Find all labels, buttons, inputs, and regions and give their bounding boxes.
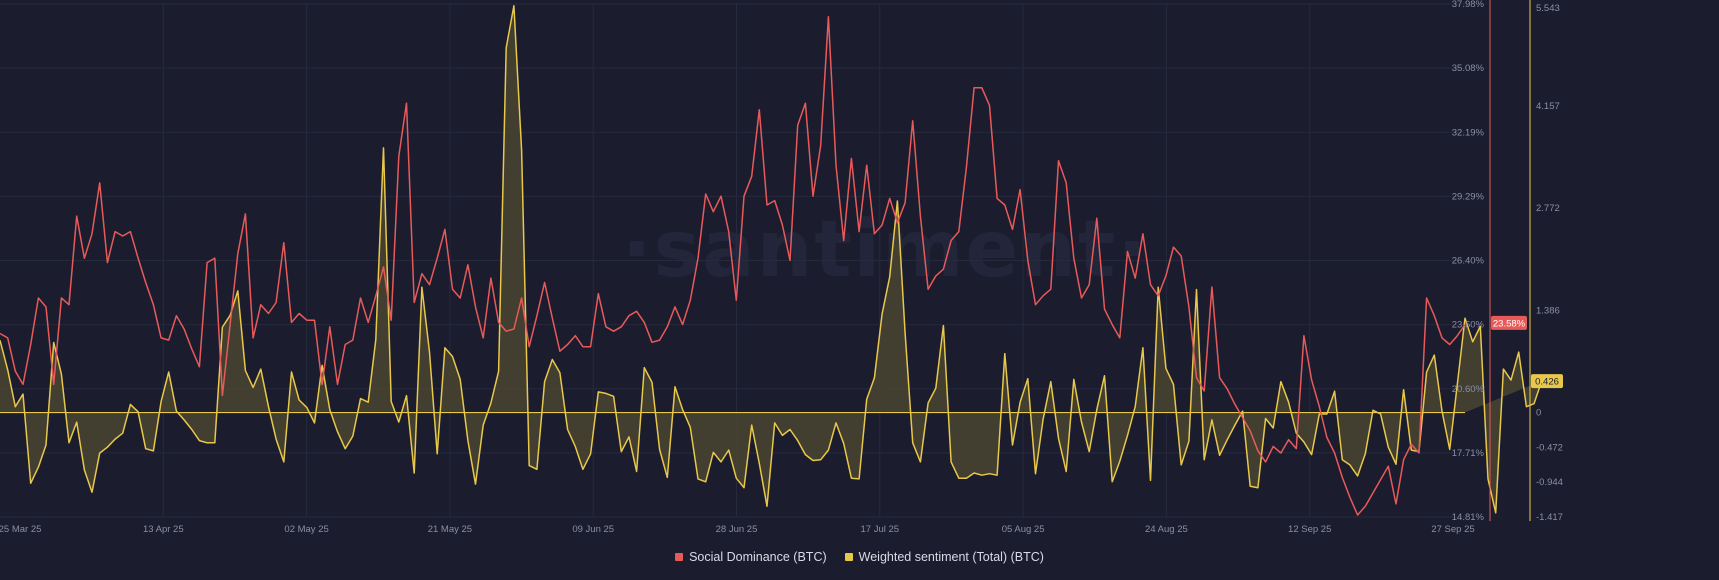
legend-item-social-dominance[interactable]: Social Dominance (BTC): [675, 550, 827, 564]
sentiment-area-layer: [0, 5, 1542, 513]
social-dominance-current-value: 23.58%: [1493, 318, 1526, 329]
right-axis-tick-label: -1.417: [1536, 512, 1563, 523]
social-dominance-swatch: [675, 553, 684, 561]
x-axis-tick-label: 25 Mar 25: [0, 524, 41, 535]
legend-item-weighted-sentiment[interactable]: Weighted sentiment (Total) (BTC): [844, 550, 1044, 564]
left-axis-tick-label: 14.81%: [1452, 512, 1485, 523]
weighted-sentiment-current-value: 0.426: [1535, 377, 1559, 388]
x-axis-tick-label: 05 Aug 25: [1002, 524, 1045, 535]
right-axis-tick-label: -0.472: [1536, 442, 1563, 453]
chart-legend[interactable]: Social Dominance (BTC) Weighted sentimen…: [0, 550, 1719, 564]
left-axis-tick-label: 23.50%: [1452, 320, 1485, 331]
weighted-sentiment-line[interactable]: [0, 4, 1543, 514]
left-axis-tick-label: 17.71%: [1452, 448, 1485, 459]
left-axis-tick-label: 26.40%: [1452, 256, 1485, 267]
axis-layer: 37.98% 35.08% 32.19% 29.29% 26.40% 23.50% 20.6…: [0, 0, 1563, 535]
social-dominance-line[interactable]: [0, 16, 1466, 516]
x-axis-tick-label: 02 May 25: [284, 524, 328, 535]
x-axis-tick-label: 12 Sep 25: [1288, 524, 1331, 535]
legend-label-social-dominance: Social Dominance (BTC): [689, 550, 827, 564]
weighted-sentiment-swatch: [844, 553, 853, 561]
legend-label-weighted-sentiment: Weighted sentiment (Total) (BTC): [858, 550, 1044, 564]
x-axis-tick-label: 28 Jun 25: [716, 524, 758, 535]
series-line-layer: [0, 4, 1543, 516]
x-axis-tick-label: 21 May 25: [428, 524, 472, 535]
left-axis-tick-label: 37.98%: [1452, 0, 1485, 10]
social-dominance-current-badge: [1491, 315, 1527, 330]
x-axis-tick-label: 13 Apr 25: [143, 524, 184, 535]
right-axis-tick-label: 4.157: [1536, 101, 1560, 112]
right-axis-tick-label: 0: [1536, 408, 1541, 419]
right-axis-tick-label: -0.944: [1536, 477, 1563, 488]
x-axis-tick-label: 24 Aug 25: [1145, 524, 1188, 535]
weighted-sentiment-area: [0, 5, 1542, 513]
x-axis-tick-label: 27 Sep 25: [1431, 524, 1474, 535]
x-axis-tick-label: 09 Jun 25: [572, 524, 614, 535]
left-axis-tick-label: 32.19%: [1452, 127, 1485, 138]
x-axis-tick-label: 17 Jul 25: [861, 524, 900, 535]
weighted-sentiment-current-badge: [1531, 374, 1563, 389]
right-axis-tick-label: 5.543: [1536, 3, 1560, 14]
right-axis-tick-label: 2.772: [1536, 203, 1560, 214]
left-axis-tick-label: 20.60%: [1452, 384, 1485, 395]
grid-layer: [0, 3, 1465, 518]
left-axis-tick-label: 35.08%: [1452, 63, 1485, 74]
right-axis-tick-label: 1.386: [1536, 305, 1560, 316]
left-axis-tick-label: 29.29%: [1452, 191, 1485, 202]
